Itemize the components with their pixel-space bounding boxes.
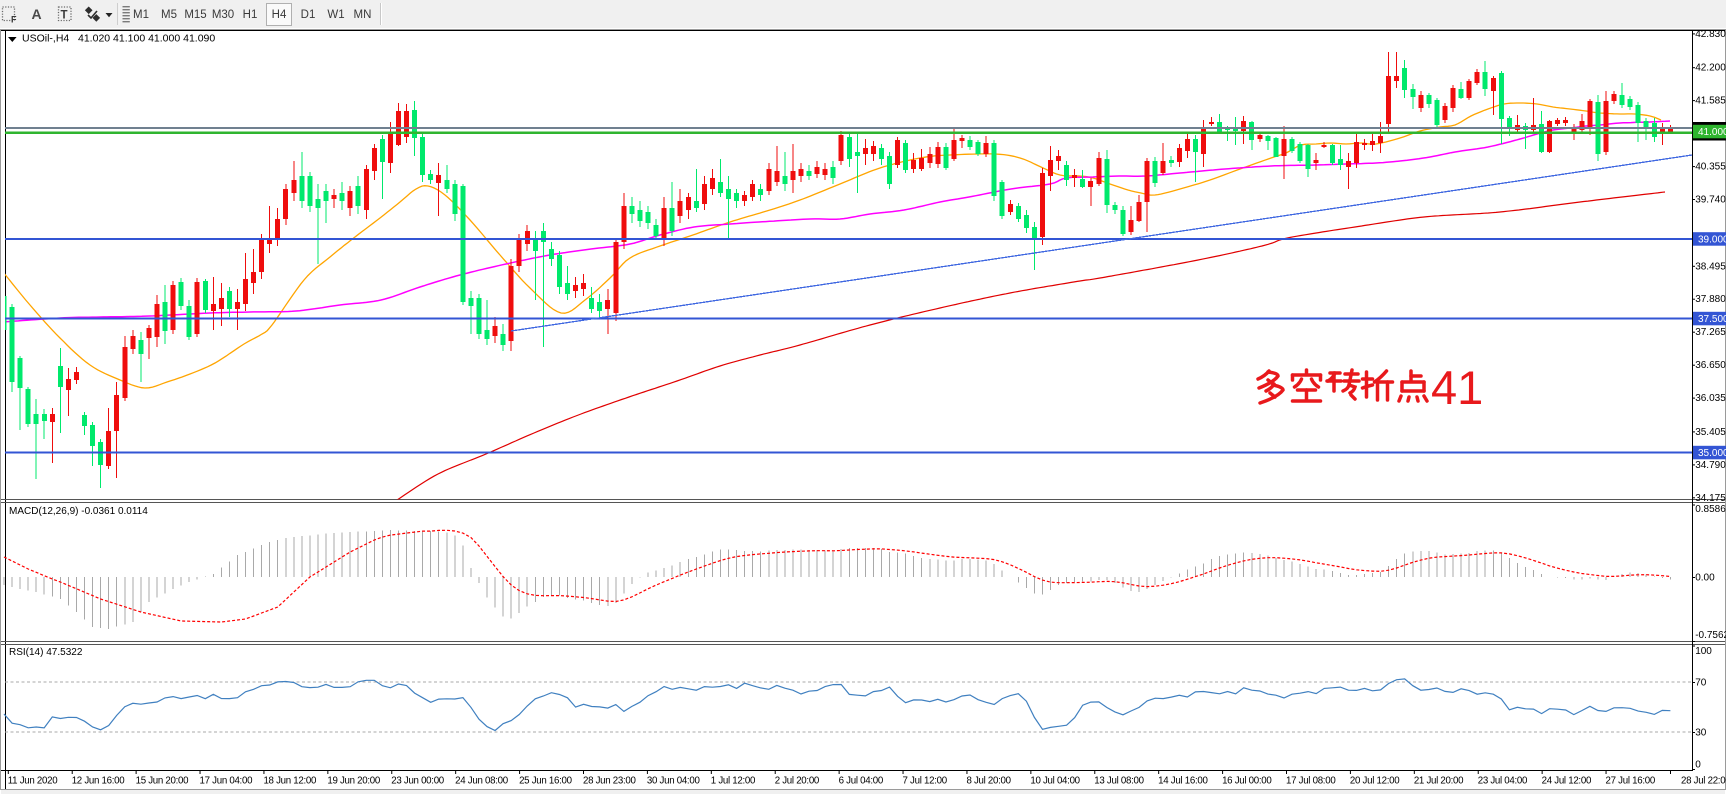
svg-text:37.265: 37.265 <box>1695 327 1726 338</box>
svg-text:18 Jun 12:00: 18 Jun 12:00 <box>263 776 317 787</box>
svg-text:10 Jul 04:00: 10 Jul 04:00 <box>1030 776 1080 787</box>
svg-text:36.035: 36.035 <box>1695 393 1726 404</box>
svg-text:24 Jun 08:00: 24 Jun 08:00 <box>455 776 509 787</box>
svg-text:40.355: 40.355 <box>1695 162 1726 173</box>
svg-text:12 Jun 16:00: 12 Jun 16:00 <box>72 776 126 787</box>
svg-text:8 Jul 20:00: 8 Jul 20:00 <box>966 776 1011 787</box>
svg-text:20 Jul 12:00: 20 Jul 12:00 <box>1350 776 1400 787</box>
svg-text:W1: W1 <box>327 9 344 21</box>
svg-text:11 Jun 2020: 11 Jun 2020 <box>8 776 58 787</box>
svg-text:MN: MN <box>354 9 372 21</box>
svg-text:16 Jul 00:00: 16 Jul 00:00 <box>1222 776 1272 787</box>
svg-text:41.000: 41.000 <box>1698 127 1726 138</box>
svg-text:27 Jul 16:00: 27 Jul 16:00 <box>1606 776 1656 787</box>
svg-text:35.405: 35.405 <box>1695 427 1726 438</box>
svg-text:39.740: 39.740 <box>1695 195 1726 206</box>
svg-text:0.8586: 0.8586 <box>1695 504 1726 515</box>
svg-text:70: 70 <box>1695 678 1707 689</box>
svg-text:D1: D1 <box>301 9 316 21</box>
svg-text:0.00: 0.00 <box>1695 573 1715 584</box>
svg-text:17 Jun 04:00: 17 Jun 04:00 <box>200 776 254 787</box>
svg-text:M30: M30 <box>212 9 234 21</box>
svg-text:13 Jul 08:00: 13 Jul 08:00 <box>1094 776 1144 787</box>
svg-text:24 Jul 12:00: 24 Jul 12:00 <box>1542 776 1592 787</box>
svg-text:A: A <box>32 6 42 22</box>
svg-text:6 Jul 04:00: 6 Jul 04:00 <box>839 776 884 787</box>
svg-text:1 Jul 12:00: 1 Jul 12:00 <box>711 776 756 787</box>
svg-text:7 Jul 12:00: 7 Jul 12:00 <box>903 776 948 787</box>
svg-text:28 Jul 22:00: 28 Jul 22:00 <box>1681 776 1726 787</box>
svg-text:30 Jun 04:00: 30 Jun 04:00 <box>647 776 701 787</box>
svg-text:M15: M15 <box>184 9 206 21</box>
svg-text:37.880: 37.880 <box>1695 294 1726 305</box>
svg-text:38.495: 38.495 <box>1695 261 1726 272</box>
svg-text:19 Jun 20:00: 19 Jun 20:00 <box>327 776 381 787</box>
svg-text:23 Jul 04:00: 23 Jul 04:00 <box>1478 776 1528 787</box>
svg-text:15 Jun 20:00: 15 Jun 20:00 <box>136 776 190 787</box>
svg-text:21 Jul 20:00: 21 Jul 20:00 <box>1414 776 1464 787</box>
svg-text:T: T <box>61 10 68 22</box>
svg-text:M1: M1 <box>133 9 149 21</box>
svg-text:28 Jun 23:00: 28 Jun 23:00 <box>583 776 637 787</box>
svg-text:H4: H4 <box>272 9 287 21</box>
svg-text:2 Jul 20:00: 2 Jul 20:00 <box>775 776 820 787</box>
svg-text:USOil-,H4 41.020 41.100 41.0: USOil-,H4 41.020 41.100 41.000 41.090 <box>22 33 215 45</box>
svg-text:H1: H1 <box>243 9 258 21</box>
svg-text:37.500: 37.500 <box>1698 314 1726 325</box>
svg-text:23 Jun 00:00: 23 Jun 00:00 <box>391 776 445 787</box>
svg-text:17 Jul 08:00: 17 Jul 08:00 <box>1286 776 1336 787</box>
svg-text:41: 41 <box>1431 361 1483 414</box>
svg-text:25 Jun 16:00: 25 Jun 16:00 <box>519 776 573 787</box>
svg-text:0: 0 <box>1695 760 1701 771</box>
svg-text:M5: M5 <box>161 9 177 21</box>
svg-text:F: F <box>11 15 17 25</box>
svg-text:100: 100 <box>1695 646 1712 657</box>
svg-text:-0.7562: -0.7562 <box>1695 630 1726 641</box>
svg-text:30: 30 <box>1695 728 1707 739</box>
svg-text:39.000: 39.000 <box>1698 235 1726 246</box>
svg-text:36.650: 36.650 <box>1695 360 1726 371</box>
svg-text:34.790: 34.790 <box>1695 460 1726 471</box>
svg-text:MACD(12,26,9) -0.0361 0.0114: MACD(12,26,9) -0.0361 0.0114 <box>9 506 148 517</box>
svg-text:41.585: 41.585 <box>1695 96 1726 107</box>
svg-text:14 Jul 16:00: 14 Jul 16:00 <box>1158 776 1208 787</box>
svg-text:42.830: 42.830 <box>1695 29 1726 40</box>
svg-text:35.000: 35.000 <box>1698 448 1726 459</box>
svg-text:34.175: 34.175 <box>1695 493 1726 504</box>
svg-text:RSI(14) 47.5322: RSI(14) 47.5322 <box>9 647 83 658</box>
svg-text:42.200: 42.200 <box>1695 63 1726 74</box>
